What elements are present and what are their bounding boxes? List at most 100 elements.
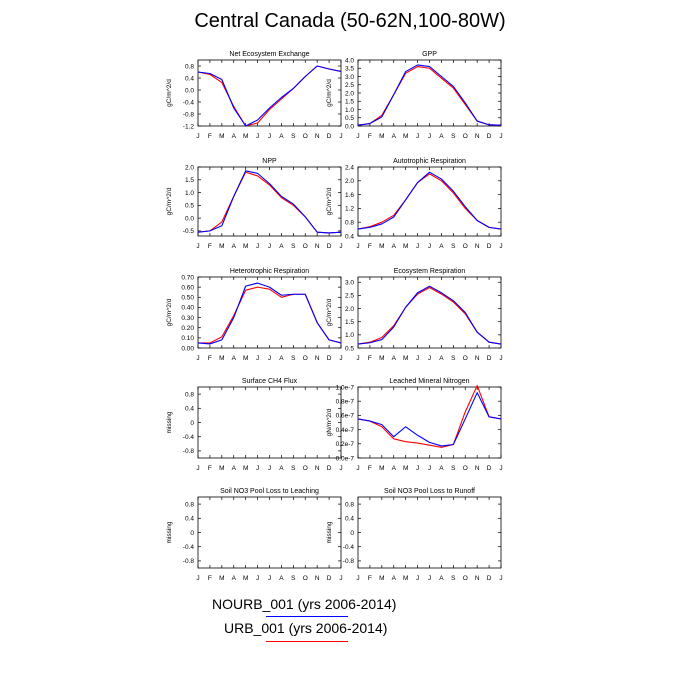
panel-title: Soil NO3 Pool Loss to Runoff xyxy=(384,488,475,495)
x-tick-label: F xyxy=(208,575,212,582)
x-tick-label: O xyxy=(303,133,308,140)
x-tick-label: M xyxy=(403,243,408,250)
x-tick-label: S xyxy=(291,465,296,472)
chart-panel: Soil NO3 Pool Loss to Leaching -0.8 -0.4 0 0… xyxy=(166,488,343,582)
y-tick-label: 1.0e-7 xyxy=(336,384,355,391)
x-tick-label: J xyxy=(196,575,199,582)
series-line xyxy=(357,286,502,345)
y-tick-label: -0.4 xyxy=(183,544,195,551)
x-tick-label: M xyxy=(243,575,248,582)
x-tick-label: S xyxy=(451,243,456,250)
x-tick-label: O xyxy=(303,243,308,250)
y-tick-label: 0.0 xyxy=(185,215,194,222)
x-tick-label: A xyxy=(279,133,284,140)
y-tick-label: 0.0e-7 xyxy=(336,455,355,462)
y-axis-label: gC/m^2/d xyxy=(326,79,333,107)
legend-entry-urb: URB_001 (yrs 2006-2014) xyxy=(224,620,387,636)
x-tick-label: J xyxy=(416,465,419,472)
x-tick-label: A xyxy=(392,133,397,140)
chart-panel: Soil NO3 Pool Loss to Runoff -0.8 -0.4 0 0.4… xyxy=(326,488,503,582)
y-tick-label: 0.4 xyxy=(345,516,354,523)
y-tick-label: 0 xyxy=(190,530,194,537)
panel-title: NPP xyxy=(262,158,277,165)
plot-frame xyxy=(357,59,502,127)
y-tick-label: 0.40 xyxy=(181,305,194,312)
x-tick-label: M xyxy=(403,355,408,362)
y-tick-label: 1.5 xyxy=(185,177,194,184)
x-tick-label: N xyxy=(475,465,480,472)
legend-swatch-urb xyxy=(266,641,348,642)
x-tick-label: D xyxy=(487,243,492,250)
y-tick-label: -0.8 xyxy=(343,558,355,565)
series-line xyxy=(198,286,342,344)
y-tick-label: 2.5 xyxy=(345,82,354,89)
panel-title: Heterotrophic Respiration xyxy=(230,268,309,275)
x-tick-label: J xyxy=(339,355,342,362)
y-tick-label: 0.5 xyxy=(345,345,354,352)
x-tick-label: D xyxy=(487,355,492,362)
y-axis-label: gC/m^2/d xyxy=(166,79,173,107)
series-line xyxy=(357,66,502,126)
series-line xyxy=(357,64,502,126)
x-tick-label: A xyxy=(279,465,284,472)
x-tick-label: N xyxy=(315,355,320,362)
x-tick-label: N xyxy=(475,133,480,140)
y-axis-label: missing xyxy=(166,521,173,543)
x-tick-label: A xyxy=(279,355,284,362)
chart-panel: Heterotrophic Respiration 0.00 0.10 0.20 0.3… xyxy=(166,268,343,362)
plot-frame xyxy=(357,166,502,237)
y-tick-label: 0.8 xyxy=(185,63,194,70)
panel-title: Net Ecosystem Exchange xyxy=(229,51,309,58)
x-tick-label: D xyxy=(487,575,492,582)
y-tick-label: 0.6e-7 xyxy=(336,413,355,420)
y-tick-label: 0.5 xyxy=(345,115,354,122)
x-tick-label: M xyxy=(219,133,224,140)
x-tick-label: S xyxy=(291,355,296,362)
series-line xyxy=(197,65,342,127)
x-tick-label: J xyxy=(428,243,431,250)
x-tick-label: O xyxy=(463,133,468,140)
y-tick-label: 0.8 xyxy=(345,501,354,508)
plot-frame xyxy=(197,496,342,569)
series-line xyxy=(357,285,502,345)
y-tick-label: 0 xyxy=(190,420,194,427)
legend-label-urb: URB_001 (yrs 2006-2014) xyxy=(224,620,388,636)
y-axis-label: missing xyxy=(166,411,173,433)
series-line xyxy=(357,173,502,230)
x-tick-label: O xyxy=(303,355,308,362)
y-tick-label: 0.4e-7 xyxy=(336,427,355,434)
y-tick-label: 0.10 xyxy=(181,335,194,342)
x-tick-label: N xyxy=(475,575,480,582)
y-tick-label: 3.0 xyxy=(345,74,354,81)
y-tick-label: 0.8 xyxy=(185,391,194,398)
y-tick-label: 0.70 xyxy=(181,274,194,281)
y-axis-label: gC/m^2/d xyxy=(166,298,173,326)
y-tick-label: 0.50 xyxy=(181,295,194,302)
series-line xyxy=(197,171,342,234)
x-tick-label: M xyxy=(219,575,224,582)
panel-title: GPP xyxy=(422,51,437,58)
x-tick-label: A xyxy=(439,575,444,582)
y-tick-label: 0.4 xyxy=(185,516,194,523)
y-tick-label: 2.5 xyxy=(345,293,354,300)
chart-panel: NPP-0.50.00.51.01.52.0J F M A M J J A S O N D JgC/m^… xyxy=(166,158,343,250)
x-tick-label: S xyxy=(451,575,456,582)
plot-frame xyxy=(197,386,342,459)
x-tick-label: F xyxy=(208,465,212,472)
x-tick-label: J xyxy=(256,355,259,362)
x-tick-label: N xyxy=(315,243,320,250)
x-tick-label: D xyxy=(327,133,332,140)
x-tick-label: M xyxy=(379,133,384,140)
x-tick-label: O xyxy=(463,355,468,362)
y-tick-label: -0.8 xyxy=(183,448,195,455)
x-tick-label: J xyxy=(256,133,259,140)
y-tick-label: 0.20 xyxy=(181,325,194,332)
x-tick-label: J xyxy=(499,243,502,250)
series-line xyxy=(357,392,502,447)
y-tick-label: -1.2 xyxy=(183,123,195,130)
y-axis-label: gC/m^2/d xyxy=(166,187,173,215)
y-tick-label: 2.0 xyxy=(185,164,194,171)
x-tick-label: J xyxy=(356,355,359,362)
plot-frame xyxy=(197,166,342,237)
